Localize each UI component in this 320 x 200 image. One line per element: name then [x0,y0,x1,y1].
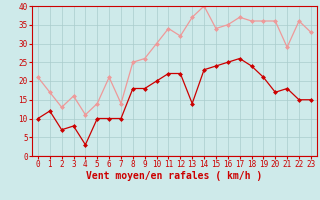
X-axis label: Vent moyen/en rafales ( km/h ): Vent moyen/en rafales ( km/h ) [86,171,262,181]
